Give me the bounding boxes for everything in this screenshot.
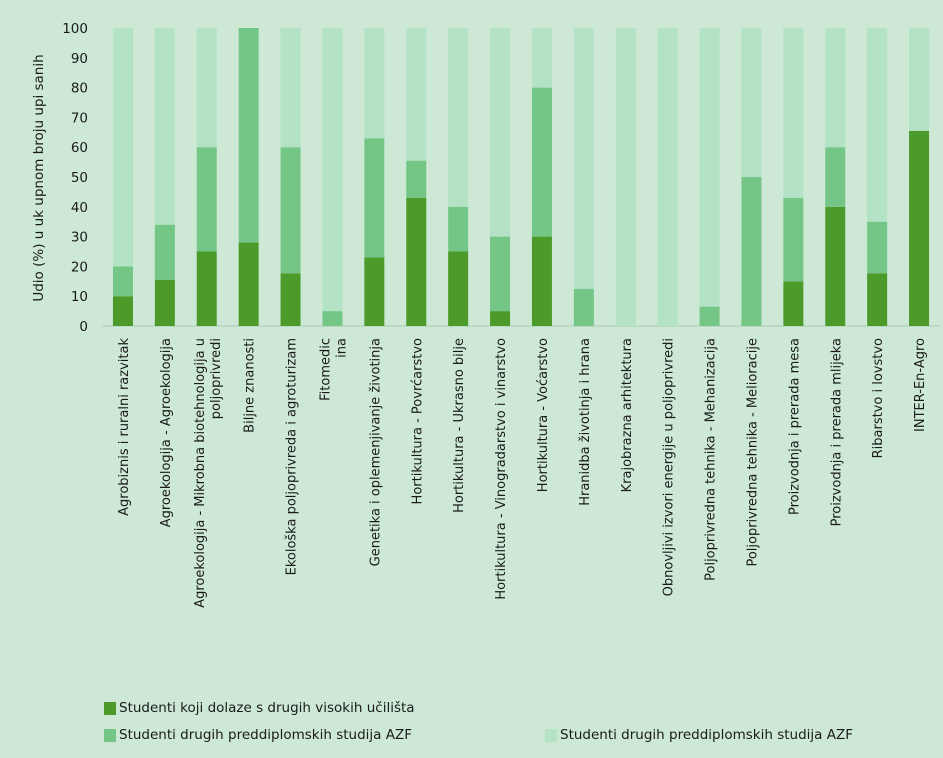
y-tick-label: 0 xyxy=(79,319,88,335)
y-tick-label: 80 xyxy=(71,81,88,97)
y-tick-label: 70 xyxy=(71,110,88,126)
category-label: Genetika i oplemenjivanje životinja xyxy=(368,338,383,566)
bar-segment-series-2 xyxy=(825,147,846,207)
y-tick-label: 90 xyxy=(71,51,88,67)
category-label: Biljne znanosti xyxy=(243,338,258,433)
bar-segment-series-1 xyxy=(112,296,133,326)
y-tick-label: 30 xyxy=(71,230,88,246)
bar-segment-series-1 xyxy=(825,206,846,326)
category-label: poljoprivredi xyxy=(209,338,224,419)
legend-item-series-3: Studenti drugih preddiplomskih studija A… xyxy=(545,727,853,743)
bar-segment-series-1 xyxy=(154,279,175,326)
legend-swatch-2 xyxy=(104,728,116,742)
bar-segment-series-3 xyxy=(448,28,469,207)
bar-segment-series-3 xyxy=(783,28,804,198)
legend-label-3: Studenti drugih preddiplomskih studija A… xyxy=(560,727,853,743)
bar-segment-series-2 xyxy=(280,147,301,274)
bar-segment-series-2 xyxy=(364,138,385,258)
bar-segment-series-1 xyxy=(280,273,301,326)
legend-swatch-1 xyxy=(104,701,116,715)
bar-segment-series-3 xyxy=(280,28,301,148)
bar-segment-series-2 xyxy=(490,236,511,312)
category-label: Hortikultura - Ukrasno bilje xyxy=(452,338,467,513)
category-label: Hortikultura - Voćarstvo xyxy=(536,338,551,492)
legend-item-series-2: Studenti drugih preddiplomskih studija A… xyxy=(104,727,412,743)
bar-segment-series-1 xyxy=(448,251,469,326)
bar-segment-series-2 xyxy=(238,28,259,243)
y-tick-label: 40 xyxy=(71,200,88,216)
category-label: Poljoprivredna tehnika - Melioracije xyxy=(745,338,760,567)
bar-segment-series-2 xyxy=(783,197,804,282)
bar-segment-series-3 xyxy=(322,28,343,312)
category-label: ina xyxy=(334,338,349,358)
category-label: Agroekologija - Agroekologija xyxy=(159,338,174,527)
category-label: Proizvodnja i prerada mesa xyxy=(787,338,802,515)
bar-segment-series-2 xyxy=(741,177,762,326)
bar-segment-series-3 xyxy=(154,28,175,225)
category-label: Hortikultura - Povrćarstvo xyxy=(410,338,425,504)
bar-segment-series-2 xyxy=(154,224,175,280)
y-tick-label: 100 xyxy=(62,21,88,37)
bar-segment-series-2 xyxy=(531,87,552,237)
bar-segment-series-3 xyxy=(573,28,594,289)
legend-item-series-1: Studenti koji dolaze s drugih visokih uč… xyxy=(104,700,415,716)
category-label: Krajobrazna arhitektura xyxy=(620,338,635,492)
bar-segment-series-1 xyxy=(238,242,259,326)
bar-segment-series-2 xyxy=(448,206,469,252)
y-axis-label: Udio (%) u uk upnom broju upi sanih xyxy=(31,54,47,301)
bar-segment-series-3 xyxy=(699,28,720,307)
bar-segment-series-1 xyxy=(406,197,427,326)
bar-segment-series-1 xyxy=(909,130,930,326)
bar-segment-series-3 xyxy=(531,28,552,88)
category-label: Hranidba životinja i hrana xyxy=(578,338,593,506)
bar-segment-series-3 xyxy=(196,28,217,148)
bar-segment-series-3 xyxy=(741,28,762,177)
bar-segment-series-2 xyxy=(112,266,133,297)
category-label: Agrobiznis i ruralni razvitak xyxy=(117,338,132,516)
bar-segment-series-1 xyxy=(196,251,217,326)
y-tick-label: 60 xyxy=(71,140,88,156)
bar-segment-series-2 xyxy=(699,306,720,326)
y-tick-label: 10 xyxy=(71,289,88,305)
y-tick-label: 20 xyxy=(71,259,88,275)
category-label: Obnovljivi izvori energije u poljoprivre… xyxy=(662,338,677,596)
bar-segment-series-1 xyxy=(783,281,804,326)
bar-segment-series-3 xyxy=(364,28,385,139)
legend-label-1: Studenti koji dolaze s drugih visokih uč… xyxy=(119,700,415,716)
bar-segment-series-3 xyxy=(657,28,678,326)
bar-segment-series-1 xyxy=(867,273,888,326)
category-label: Poljoprivredna tehnika - Mehanizacija xyxy=(704,338,719,581)
legend-swatch-3 xyxy=(545,728,557,742)
bar-segment-series-3 xyxy=(909,28,930,131)
bar-segment-series-1 xyxy=(531,236,552,326)
bar-segment-series-3 xyxy=(825,28,846,148)
category-label: Hortikultura - Vinogradarstvo i vinarstv… xyxy=(494,338,509,600)
bar-segment-series-1 xyxy=(364,257,385,326)
bar-segment-series-3 xyxy=(867,28,888,222)
y-axis: 0 10 20 30 40 50 60 70 80 90 100 xyxy=(62,21,940,335)
bar-segment-series-2 xyxy=(867,221,888,274)
category-label: Ribarstvo i lovstvo xyxy=(871,338,886,458)
category-label: Ekološka poljoprivreda i agroturizam xyxy=(285,338,300,575)
bar-segment-series-2 xyxy=(573,288,594,326)
y-tick-label: 50 xyxy=(71,170,88,186)
legend-label-2: Studenti drugih preddiplomskih studija A… xyxy=(119,727,412,743)
bar-segment-series-2 xyxy=(322,311,343,326)
bar-segment-series-2 xyxy=(406,160,427,198)
category-label: Fitomedic xyxy=(318,338,333,401)
category-labels-group: Agrobiznis i ruralni razvitak Agroekologi… xyxy=(117,338,928,608)
category-label: Proizvodnja i prerada mlijeka xyxy=(829,338,844,526)
category-label: INTER-En-Agro xyxy=(913,338,928,432)
bar-segment-series-3 xyxy=(490,28,511,237)
category-label: Agroekologija - Mikrobna biotehnologija … xyxy=(193,338,208,608)
bar-segment-series-3 xyxy=(615,28,636,326)
bars-group xyxy=(112,28,930,326)
bar-segment-series-3 xyxy=(112,28,133,267)
bar-segment-series-1 xyxy=(490,311,511,326)
bar-segment-series-2 xyxy=(196,147,217,252)
bar-segment-series-3 xyxy=(406,28,427,161)
